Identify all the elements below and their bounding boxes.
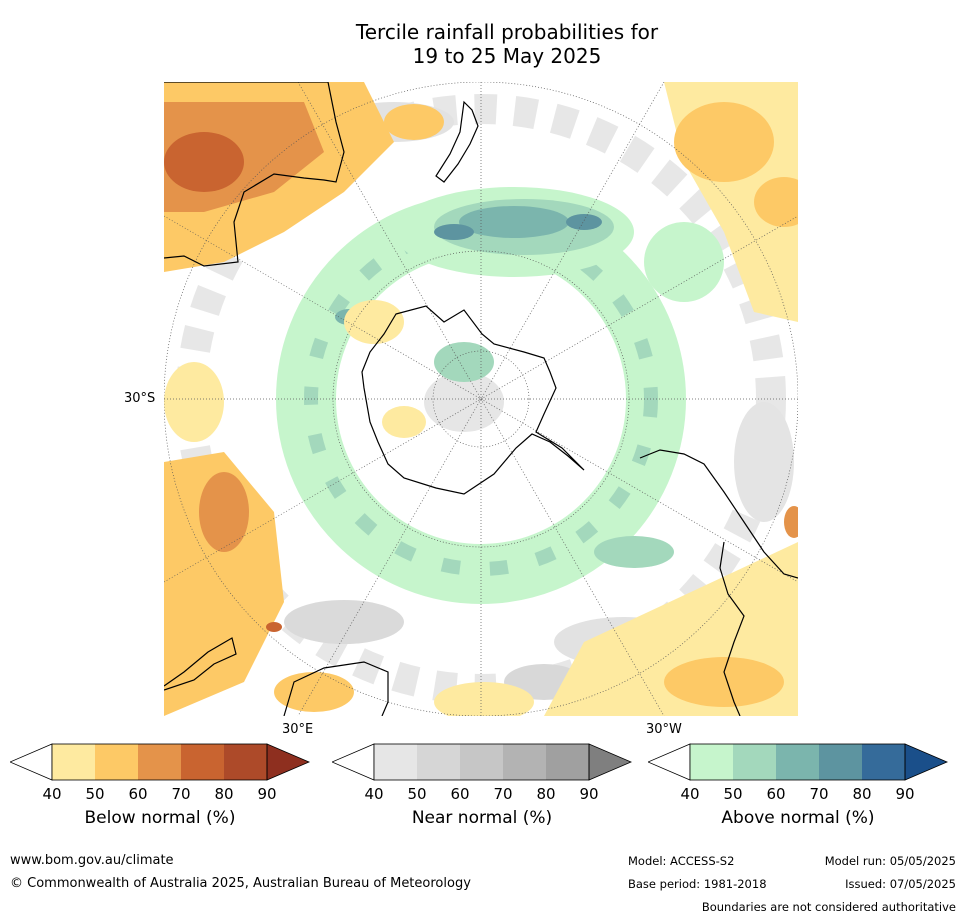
colorbar-extend-high	[588, 743, 633, 781]
colorbar-segment	[138, 744, 181, 780]
tick-label: 50	[85, 785, 105, 803]
colorbar-below-normal-title: Below normal (%)	[84, 808, 236, 828]
model-run-date: Model run: 05/05/2025	[824, 854, 956, 868]
colorbar-extend-low	[646, 743, 691, 781]
colorbar-frame	[373, 743, 590, 781]
africa-outline	[164, 637, 389, 716]
tick-label: 60	[128, 785, 148, 803]
colorbar-segment	[417, 744, 460, 780]
south-america-outline	[639, 449, 798, 716]
model-name: Model: ACCESS-S2	[628, 854, 735, 868]
colorbar-frame	[689, 743, 906, 781]
website-link[interactable]: www.bom.gov.au/climate	[10, 853, 174, 868]
colorbar-segment	[862, 744, 905, 780]
tick-label: 80	[852, 785, 872, 803]
colorbar-extend-low	[8, 743, 53, 781]
longitude-label-30w: 30°W	[646, 722, 682, 737]
colorbar-segment	[733, 744, 776, 780]
colorbar-segment	[224, 744, 267, 780]
tick-label: 70	[493, 785, 513, 803]
colorbar-near-normal-ticks: 40 50 60 70 80 90	[332, 785, 632, 803]
tick-label: 40	[42, 785, 62, 803]
australia-outline	[164, 82, 345, 267]
tick-label: 80	[214, 785, 234, 803]
colorbar-segment	[460, 744, 503, 780]
latitude-label-30s: 30°S	[124, 391, 156, 406]
boundaries-disclaimer: Boundaries are not considered authoritat…	[701, 900, 956, 914]
tick-label: 90	[895, 785, 915, 803]
colorbar-extend-high	[266, 743, 311, 781]
tick-label: 50	[723, 785, 743, 803]
colorbar-segment	[819, 744, 862, 780]
colorbar-frame	[51, 743, 268, 781]
colorbar-near-normal-svg	[330, 743, 633, 781]
colorbar-near-normal-title: Near normal (%)	[411, 808, 553, 828]
tick-label: 80	[536, 785, 556, 803]
tick-label: 90	[579, 785, 599, 803]
copyright-text: © Commonwealth of Australia 2025, Austra…	[10, 876, 471, 891]
tick-label: 60	[766, 785, 786, 803]
colorbar-segment	[503, 744, 546, 780]
map-svg	[164, 82, 798, 716]
colorbar-near-normal: 40 50 60 70 80 90	[330, 743, 633, 803]
colorbar-extend-high	[904, 743, 949, 781]
tick-label: 40	[680, 785, 700, 803]
colorbar-segment	[374, 744, 417, 780]
colorbar-extend-low	[330, 743, 375, 781]
colorbar-below-normal: 40 50 60 70 80 90	[8, 743, 311, 803]
colorbar-below-normal-svg	[8, 743, 311, 781]
tick-label: 60	[450, 785, 470, 803]
colorbar-segment	[776, 744, 819, 780]
new-zealand-outline	[435, 100, 479, 183]
colorbar-segment	[690, 744, 733, 780]
colorbar-above-normal-svg	[646, 743, 949, 781]
tick-label: 70	[171, 785, 191, 803]
colorbar-above-normal-title: Above normal (%)	[721, 808, 875, 828]
chart-title: Tercile rainfall probabilities for 19 to…	[0, 20, 965, 68]
longitude-label-30e: 30°E	[282, 722, 314, 737]
tick-label: 50	[407, 785, 427, 803]
title-line-2: 19 to 25 May 2025	[412, 44, 602, 68]
title-line-1: Tercile rainfall probabilities for	[355, 20, 659, 44]
colorbar-segment	[95, 744, 138, 780]
graticule	[164, 82, 798, 716]
issued-date: Issued: 07/05/2025	[845, 877, 956, 891]
tick-label: 70	[809, 785, 829, 803]
colorbar-above-normal: 40 50 60 70 80 90	[646, 743, 949, 803]
colorbar-above-normal-ticks: 40 50 60 70 80 90	[648, 785, 948, 803]
colorbar-segment	[52, 744, 95, 780]
tick-label: 90	[257, 785, 277, 803]
tick-label: 40	[364, 785, 384, 803]
colorbar-below-normal-ticks: 40 50 60 70 80 90	[10, 785, 310, 803]
antarctica-outline	[361, 305, 585, 495]
colorbar-segment	[181, 744, 224, 780]
colorbar-segment	[546, 744, 589, 780]
polar-map	[164, 82, 798, 716]
base-period: Base period: 1981-2018	[628, 877, 767, 891]
